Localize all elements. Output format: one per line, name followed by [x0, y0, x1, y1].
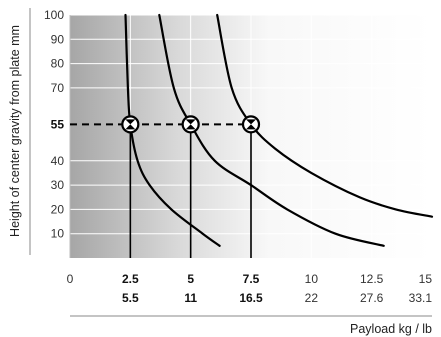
y-axis-title: Height of center gravity from plate mm	[8, 25, 22, 237]
x-tick-lb-5: 27.6	[360, 291, 384, 305]
marker-1	[181, 115, 200, 134]
x-tick-kg-0: 0	[67, 272, 74, 286]
y-tick-labels: 10 20 30 40 55 70 80 90 100	[44, 8, 64, 241]
x-tick-kg-5: 12.5	[360, 272, 384, 286]
curve-2	[158, 13, 385, 247]
y-tick-label-4: 55	[51, 117, 65, 131]
curves	[124, 13, 434, 247]
x-tick-lb-2: 11	[184, 291, 197, 305]
y-tick-label-8: 100	[44, 8, 64, 22]
x-tick-kg-4: 10	[305, 272, 319, 286]
y-tick-label-0: 10	[51, 227, 65, 241]
y-tick-label-2: 30	[51, 178, 65, 192]
x-tick-kg-6: 15	[419, 272, 433, 286]
x-tick-kg-2: 5	[187, 272, 194, 286]
y-tick-label-3: 40	[51, 154, 65, 168]
x-tick-kg-3: 7.5	[243, 272, 260, 286]
reference-line-group	[70, 123, 252, 258]
y-tick-label-6: 80	[51, 57, 65, 71]
markers	[121, 115, 261, 134]
x-tick-lb-6: 33.1	[409, 291, 433, 305]
curve-1	[124, 13, 221, 247]
x-tick-labels: 0 2.5 5.5 5 11 7.5 16.5 10 22 12.5 27.6 15 33.1	[67, 272, 433, 305]
x-axis-title: Payload kg / lb	[350, 322, 432, 336]
x-tick-lb-4: 22	[305, 291, 319, 305]
y-tick-label-5: 70	[51, 81, 65, 95]
marker-0	[121, 115, 140, 134]
y-tick-label-1: 20	[51, 202, 65, 216]
y-tick-label-7: 90	[51, 32, 65, 46]
curve-3	[216, 13, 434, 218]
x-tick-kg-1: 2.5	[122, 272, 139, 286]
marker-2	[241, 115, 261, 134]
x-tick-lb-3: 16.5	[239, 291, 263, 305]
x-tick-lb-1: 5.5	[122, 291, 139, 305]
